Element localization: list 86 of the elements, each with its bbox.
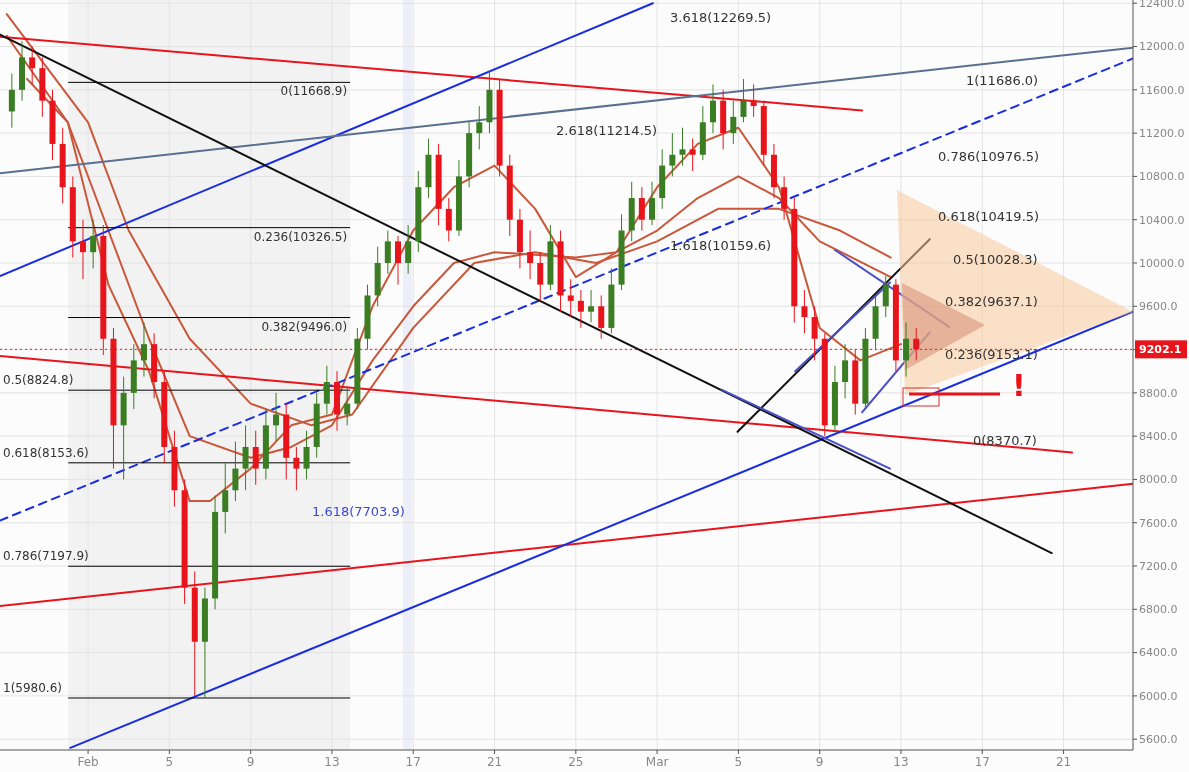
candlestick [649, 181, 656, 226]
ref-line-label: 1(5980.6) [3, 680, 62, 695]
x-tick-label: 9 [246, 755, 255, 769]
candlestick [740, 78, 747, 123]
candlestick [567, 278, 574, 318]
candlestick [730, 100, 737, 145]
annotation: 1.618(7703.9) [312, 503, 405, 519]
y-tick-label: 6800.0 [1139, 603, 1178, 617]
x-tick-label: 13 [324, 755, 340, 769]
annotation: ! [1012, 367, 1026, 403]
candlestick [29, 46, 36, 85]
candlestick [679, 127, 686, 167]
x-tick-label: 13 [893, 755, 909, 769]
candlestick [638, 186, 645, 232]
candlestick [293, 446, 300, 491]
y-tick-label: 10400.0 [1139, 213, 1185, 227]
candlestick [8, 73, 15, 129]
candlestick [669, 132, 676, 177]
annotation: 1(11686.0) [966, 72, 1039, 88]
x-tick-label: 21 [1055, 755, 1072, 769]
candlestick [445, 197, 452, 242]
candlestick [598, 294, 605, 340]
x-tick-label: 9 [815, 755, 824, 769]
ref-line-label: 0.382(9496.0) [261, 319, 348, 334]
ref-line-label: 0.236(10326.5) [253, 229, 348, 244]
annotation: 3.618(12269.5) [670, 9, 772, 25]
x-tick-label: 25 [568, 755, 584, 769]
y-tick-label: 6000.0 [1139, 689, 1178, 703]
candlestick [405, 224, 412, 275]
y-tick-label: 9600.0 [1139, 300, 1178, 314]
candlestick [709, 83, 716, 134]
ref-line-label: 0.618(8153.6) [3, 445, 89, 460]
candlestick [384, 230, 391, 275]
ref-line-label: 9202.1 [1139, 343, 1182, 357]
y-tick-label: 6400.0 [1139, 646, 1178, 660]
y-tick-label: 7600.0 [1139, 516, 1178, 530]
candlestick [689, 138, 696, 172]
candlestick [242, 424, 249, 491]
candlestick [903, 322, 910, 378]
candlestick [90, 219, 97, 269]
candlestick [476, 105, 483, 150]
candlestick [882, 275, 889, 318]
annotation: 1.618(10159.6) [670, 237, 772, 253]
candlestick [537, 251, 544, 302]
y-tick-label: 12000.0 [1139, 40, 1185, 54]
candlestick [232, 441, 239, 502]
x-tick-label: 17 [974, 755, 990, 769]
candlestick [140, 322, 147, 378]
annotation: 0.5(10028.3) [953, 251, 1038, 267]
candlestick [801, 289, 808, 334]
x-tick-label: 5 [165, 755, 174, 769]
x-tick-label: Mar [645, 755, 669, 769]
candlestick [588, 289, 595, 324]
candlestick [273, 392, 280, 443]
y-tick-label: 8400.0 [1139, 430, 1178, 443]
y-tick-label: 8800.0 [1139, 386, 1178, 400]
y-tick-label: 11600.0 [1139, 83, 1185, 97]
y-tick-label: 7200.0 [1139, 559, 1178, 573]
candlestick [394, 235, 401, 286]
candlestick [79, 219, 86, 280]
candlestick [303, 430, 310, 480]
y-tick-label: 11200.0 [1139, 126, 1185, 140]
annotation: 0.786(10976.5) [938, 148, 1040, 164]
candlestick [323, 365, 330, 415]
annotation: 0.382(9637.1) [945, 293, 1038, 309]
annotation: 2.618(11214.5) [556, 122, 658, 138]
x-tick-label: 17 [405, 755, 421, 769]
ref-line-label: 0.786(7197.9) [3, 549, 89, 564]
candlestick [577, 289, 584, 329]
annotation: 0.618(10419.5) [938, 208, 1040, 224]
candlestick [842, 343, 849, 399]
y-tick-label: 10000.0 [1139, 256, 1185, 270]
candlestick [344, 386, 351, 426]
y-tick-label: 5600.0 [1139, 733, 1178, 747]
ref-line-label: 0(11668.9) [280, 84, 348, 99]
ref-line-label: 0.5(8824.8) [3, 373, 74, 388]
y-tick-label: 8000.0 [1139, 473, 1178, 487]
x-tick-label: 21 [486, 755, 503, 769]
candlestick [252, 430, 259, 486]
candlestick [781, 175, 788, 221]
y-tick-label: 10800.0 [1139, 170, 1185, 184]
candlestick [222, 462, 229, 535]
x-tick-label: Feb [77, 755, 99, 769]
x-tick-label: 5 [734, 755, 743, 769]
annotation: 0(8370.7) [973, 432, 1037, 448]
candlestick [527, 230, 534, 280]
